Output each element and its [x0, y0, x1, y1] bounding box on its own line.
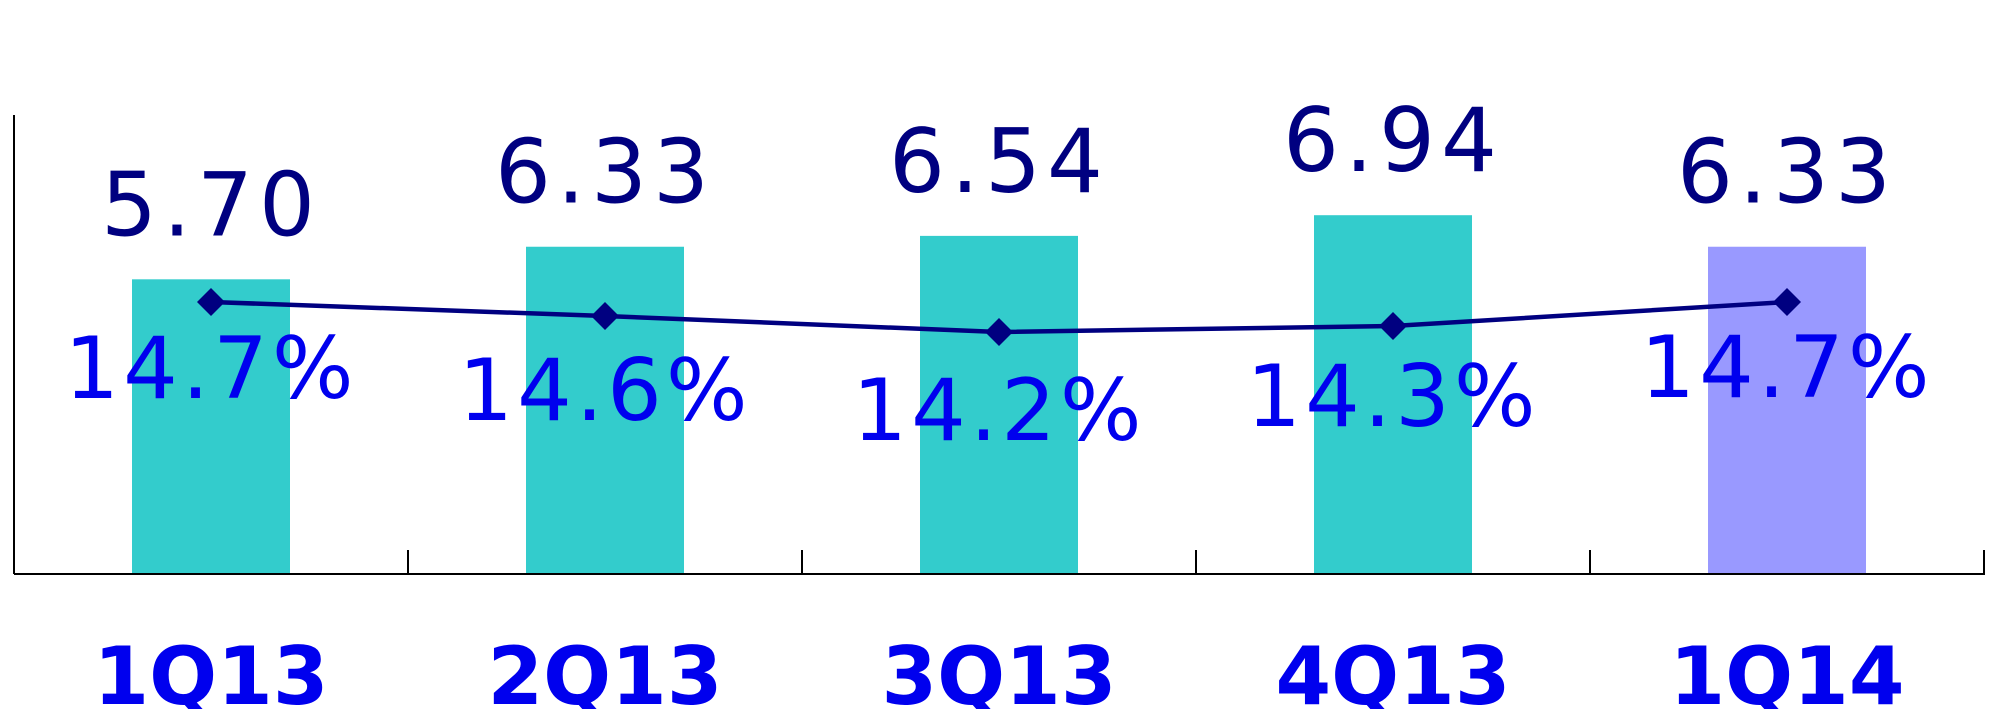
- ratio-value-label: 14.6%: [458, 341, 751, 441]
- x-tick-label: 1Q13: [94, 630, 329, 709]
- x-tick-label: 3Q13: [882, 630, 1117, 709]
- ratio-value-label: 14.7%: [64, 319, 357, 419]
- bar-1Q13: [132, 279, 290, 574]
- bars-layer: [132, 215, 1866, 574]
- bar-value-label: 6.54: [889, 110, 1109, 213]
- axes: [13, 115, 1985, 575]
- bar-value-label: 6.94: [1283, 89, 1503, 192]
- ratio-line-layer: [197, 288, 1801, 346]
- x-tick-label: 1Q14: [1670, 630, 1905, 709]
- x-tick-label: 4Q13: [1276, 630, 1511, 709]
- line-marker-1Q13: [197, 288, 225, 316]
- bar-4Q13: [1314, 215, 1472, 574]
- line-marker-1Q14: [1773, 288, 1801, 316]
- line-marker-3Q13: [985, 318, 1013, 346]
- ratio-value-label: 14.3%: [1246, 347, 1539, 447]
- bar-value-label: 6.33: [495, 121, 715, 224]
- ratio-value-label: 14.7%: [1640, 318, 1933, 418]
- bar-value-label: 6.33: [1677, 121, 1897, 224]
- bar-3Q13: [920, 235, 1078, 574]
- line-marker-4Q13: [1379, 312, 1407, 340]
- labels-layer: 5.70 6.33 6.54 6.94 6.33 14.7% 14.6% 14.2% 14.3%…: [64, 89, 1933, 709]
- line-marker-2Q13: [591, 302, 619, 330]
- x-tick-label: 2Q13: [488, 630, 723, 709]
- bar-2Q13: [526, 246, 684, 574]
- bar-value-label: 5.70: [101, 153, 321, 256]
- ratio-value-label: 14.2%: [852, 361, 1145, 461]
